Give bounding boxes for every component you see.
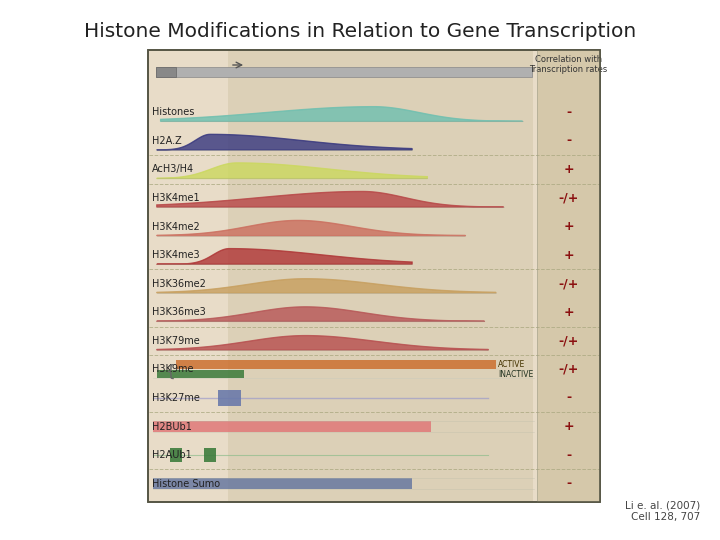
Text: H3K9me: H3K9me (152, 364, 194, 374)
Text: H2AUb1: H2AUb1 (152, 450, 192, 460)
Text: {: { (165, 364, 175, 379)
Text: +: + (563, 220, 574, 233)
Text: -/+: -/+ (558, 334, 579, 347)
Text: H2A.Z: H2A.Z (152, 136, 181, 146)
Text: H3K4me3: H3K4me3 (152, 250, 199, 260)
Text: -: - (566, 449, 571, 462)
Bar (153, 478, 412, 489)
Polygon shape (157, 220, 465, 235)
Text: +: + (563, 248, 574, 262)
Text: -: - (566, 392, 571, 404)
Text: Histone Sumo: Histone Sumo (152, 479, 220, 489)
Polygon shape (157, 307, 485, 321)
Bar (148, 50, 600, 502)
Polygon shape (161, 107, 523, 122)
Bar (228, 51, 533, 501)
Polygon shape (157, 163, 428, 179)
Bar (204, 448, 216, 462)
Text: AcH3/H4: AcH3/H4 (152, 164, 194, 174)
Bar (153, 421, 431, 432)
Text: INACTIVE: INACTIVE (498, 369, 533, 379)
Bar (157, 370, 245, 379)
Bar (170, 448, 182, 462)
Text: -: - (566, 106, 571, 119)
Polygon shape (157, 192, 503, 207)
Text: +: + (563, 420, 574, 433)
Text: +: + (563, 306, 574, 319)
Text: -: - (566, 134, 571, 147)
Text: -/+: -/+ (558, 277, 579, 290)
Text: Correlation with
Transcription rates: Correlation with Transcription rates (529, 55, 608, 75)
Polygon shape (157, 248, 412, 264)
Bar (156, 67, 176, 77)
Text: H3K27me: H3K27me (152, 393, 200, 403)
Bar (156, 67, 532, 77)
Bar (176, 360, 496, 369)
Text: Histones: Histones (152, 107, 194, 117)
Text: -/+: -/+ (558, 192, 579, 205)
Polygon shape (157, 279, 496, 293)
Text: H2BUb1: H2BUb1 (152, 422, 192, 431)
Text: H3K4me1: H3K4me1 (152, 193, 199, 203)
Text: H3K79me: H3K79me (152, 336, 199, 346)
Text: H3K36me2: H3K36me2 (152, 279, 206, 289)
Text: -: - (566, 477, 571, 490)
Text: -/+: -/+ (558, 363, 579, 376)
Bar (217, 390, 240, 406)
Text: Li e. al. (2007)
Cell 128, 707: Li e. al. (2007) Cell 128, 707 (625, 501, 700, 522)
Text: +: + (563, 163, 574, 176)
Text: H3K36me3: H3K36me3 (152, 307, 206, 318)
Bar (537, 50, 600, 502)
Text: H3K4me2: H3K4me2 (152, 221, 199, 232)
Polygon shape (157, 134, 412, 150)
Polygon shape (157, 335, 488, 350)
Text: ACTIVE: ACTIVE (498, 360, 525, 369)
Bar (148, 50, 600, 502)
Text: Histone Modifications in Relation to Gene Transcription: Histone Modifications in Relation to Gen… (84, 22, 636, 41)
